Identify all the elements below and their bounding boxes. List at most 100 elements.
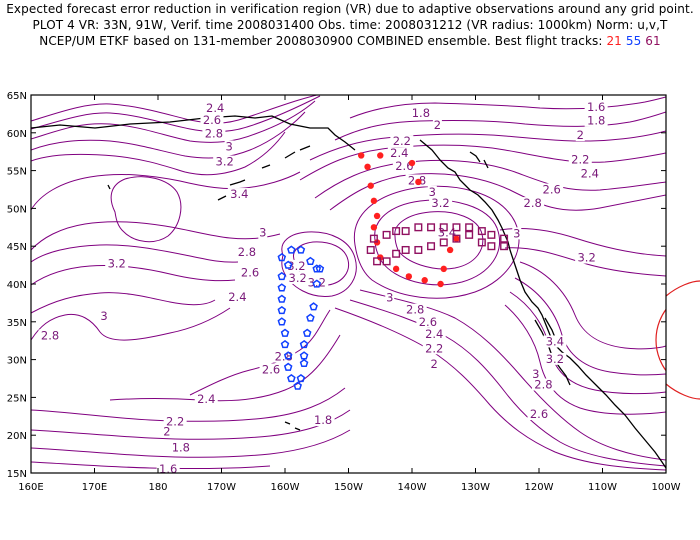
track-21-point	[364, 163, 371, 171]
track-21-point	[405, 273, 413, 280]
track-61-point	[414, 223, 423, 232]
track-55-point	[277, 305, 287, 315]
track-61-point	[427, 242, 436, 251]
track-21-point	[408, 159, 416, 167]
contour-label-bg	[521, 197, 545, 210]
contour-label-bg	[235, 246, 259, 259]
lat-label: 50N	[7, 204, 27, 215]
contour-line	[110, 176, 182, 243]
track-label-21: 21	[606, 34, 622, 48]
contour-line	[31, 244, 239, 263]
contour-label-bg	[203, 101, 227, 114]
lon-label: 170E	[82, 482, 107, 493]
flight-track-61	[366, 223, 509, 266]
track-61-point	[369, 234, 378, 243]
contour-label-bg	[390, 135, 414, 148]
track-61-point	[439, 223, 448, 232]
contour-line	[31, 292, 216, 314]
track-61-point	[452, 223, 461, 232]
contour-line	[334, 307, 666, 471]
track-label-55: 55	[625, 34, 642, 48]
contour-line	[314, 159, 666, 199]
lon-label: 140W	[398, 482, 427, 493]
track-61-point	[452, 234, 461, 243]
contour-label-bg	[224, 140, 234, 153]
track-61-point	[382, 230, 391, 239]
contour-label: 2.2	[425, 341, 443, 355]
contour-label-bg	[543, 352, 567, 365]
track-55-point	[312, 264, 322, 273]
track-21-point	[415, 178, 422, 186]
contour-label: 3.4	[230, 187, 248, 201]
contour-line	[31, 409, 351, 440]
contour-label-bg	[162, 425, 172, 438]
track-61-point	[414, 245, 423, 254]
contour-label-bg	[200, 113, 224, 126]
contour-label-bg	[527, 408, 551, 421]
track-55-point	[306, 313, 315, 322]
contour-label: 3.2	[216, 155, 234, 169]
track-55-point	[280, 339, 290, 349]
contour-line	[329, 173, 666, 211]
track-55-point	[296, 245, 306, 254]
contour-label: 2.8	[524, 196, 542, 210]
contour-label-bg	[575, 251, 599, 264]
contour-label: 1.8	[314, 413, 332, 427]
title-line-3: NCEP/UM ETKF based on 131-member 2008030…	[0, 34, 700, 48]
contour-label-bg	[584, 101, 608, 114]
coastline-alaska	[31, 115, 356, 151]
track-61-point	[465, 230, 474, 239]
lon-label: 170W	[207, 482, 236, 493]
contour-line	[31, 429, 351, 458]
contour-label-bg	[194, 392, 218, 405]
contour-label: 3	[100, 309, 107, 323]
track-21-point	[377, 152, 384, 159]
contour-line	[31, 221, 281, 251]
lon-label: 160E	[18, 482, 43, 493]
contour-label: 3.4	[438, 226, 456, 240]
contour-label: 2.2	[571, 152, 589, 166]
contour-label: 1.8	[587, 114, 605, 128]
contour-label: 2.6	[530, 407, 548, 421]
contour-label: 1.8	[412, 106, 430, 120]
contour-label: 2.6	[419, 315, 437, 329]
lat-label: 25N	[7, 393, 27, 404]
contour-label: 3.4	[546, 334, 564, 348]
contour-label-bg	[227, 188, 251, 201]
contour-label: 2.2	[393, 134, 411, 148]
contour-label: 2.8	[275, 350, 293, 364]
contour-label: 3.2	[108, 257, 126, 271]
track-61-point	[382, 257, 391, 266]
track-21-point	[370, 197, 378, 205]
track-61-point	[487, 242, 496, 251]
lon-label: 120W	[525, 482, 554, 493]
contour-label-bg	[429, 358, 439, 371]
lat-label: 65N	[7, 91, 27, 102]
track-21-point	[446, 246, 454, 254]
coastline-aleutians	[229, 145, 311, 186]
track-55-point	[287, 245, 296, 254]
track-21-point	[453, 235, 460, 242]
lat-label: 45N	[7, 242, 27, 253]
track-55-point	[280, 328, 290, 337]
track-21-point	[373, 212, 381, 220]
track-55-point	[277, 271, 287, 281]
contour-line	[31, 95, 321, 133]
contour-label-bg	[259, 363, 283, 376]
lat-label: 20N	[7, 431, 27, 442]
contour-label: 2.8	[406, 303, 424, 317]
contour-label-bg	[512, 227, 522, 240]
track-61-point	[427, 223, 436, 232]
contour-label-bg	[99, 309, 109, 322]
contour-label: 2.6	[241, 266, 259, 280]
track-label-61: 61	[645, 34, 661, 48]
contour-label-bg	[578, 167, 602, 180]
contour-label: 2.4	[581, 167, 599, 181]
contour-line	[31, 171, 301, 211]
contour-line	[394, 211, 484, 270]
lon-label: 180	[148, 482, 167, 493]
contour-line	[31, 307, 231, 341]
flight-track-21	[358, 152, 460, 288]
